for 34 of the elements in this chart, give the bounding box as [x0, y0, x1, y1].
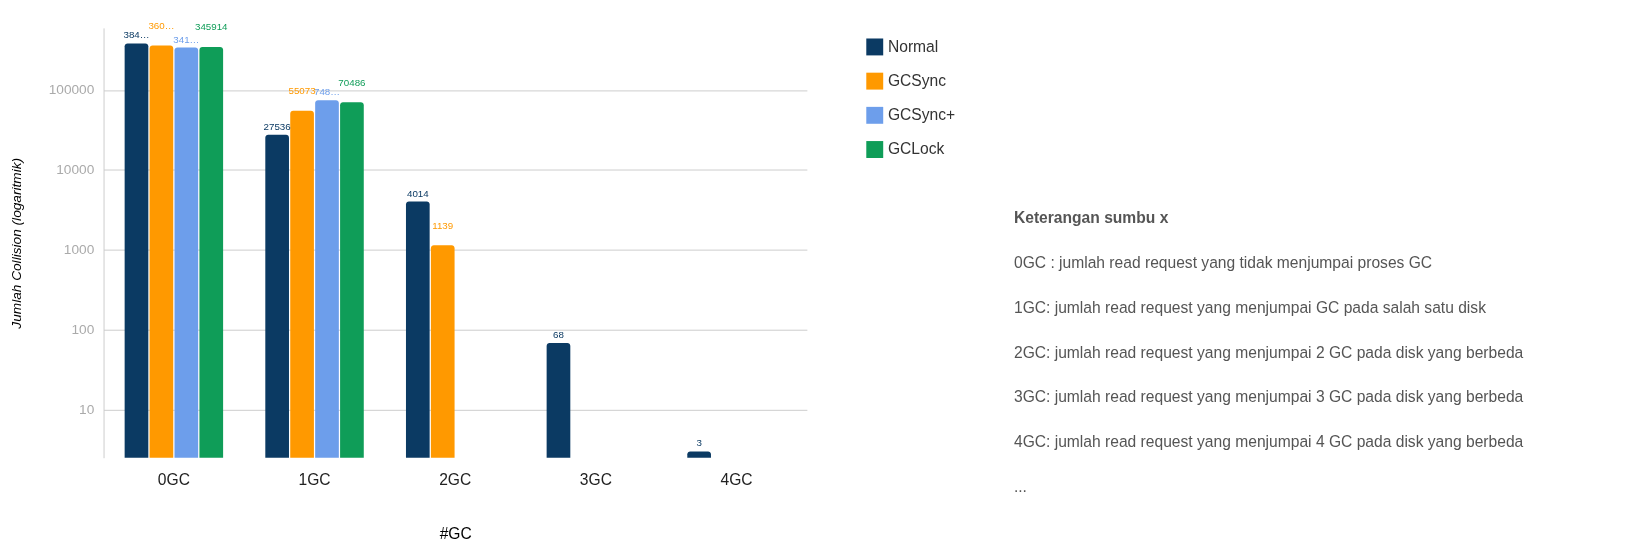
text: ... — [1013, 477, 1027, 495]
data-label: 345914 — [194, 21, 229, 33]
x-tick-label: 0GC — [157, 470, 190, 488]
data-label: 55073 — [288, 85, 316, 97]
data-label: 1139 — [432, 219, 454, 231]
legend-label: GCSync+ — [887, 106, 956, 124]
text: 4GC: jumlah read request yang menjumpai 4 GC pada disk yang berbeda — [1013, 433, 1524, 451]
y-axis-title: Jumlah Collision (logaritmik) — [9, 157, 25, 330]
text: 2GC: jumlah read request yang menjumpai 2 GC pada disk yang berbeda — [1013, 343, 1524, 361]
y-tick-label: 1000 — [63, 242, 95, 258]
y-tick-label: 100000 — [48, 82, 95, 98]
data-label: 27536 — [263, 120, 291, 132]
data-label: 384… — [123, 29, 150, 41]
data-label: 341… — [173, 33, 200, 45]
legend-label: Normal — [887, 37, 939, 55]
legend-label: GCSync — [887, 72, 947, 90]
text: Keterangan sumbu x — [1013, 209, 1169, 227]
data-label: 70486 — [338, 76, 366, 88]
x-tick-label: 1GC — [298, 470, 331, 488]
x-tick-label: 4GC — [720, 470, 753, 488]
x-tick-label: 2GC — [439, 470, 472, 488]
y-tick-label: 100 — [71, 322, 95, 338]
text: 1GC: jumlah read request yang menjumpai GC pada salah satu disk — [1013, 298, 1487, 316]
x-tick-label: 3GC — [579, 470, 612, 488]
legend-label: GCLock — [887, 140, 945, 158]
text: 3GC: jumlah read request yang menjumpai 3 GC pada disk yang berbeda — [1013, 388, 1524, 406]
x-axis-title: #GC — [439, 525, 472, 543]
y-tick-label: 10 — [79, 402, 95, 417]
text: 0GC : jumlah read request yang tidak menjumpai proses GC — [1013, 254, 1433, 272]
data-label: 3 — [696, 437, 702, 449]
y-tick-label: 10000 — [56, 162, 95, 178]
data-label: 4014 — [406, 187, 430, 199]
data-label: 360… — [148, 20, 175, 32]
data-label: 68 — [553, 329, 564, 341]
